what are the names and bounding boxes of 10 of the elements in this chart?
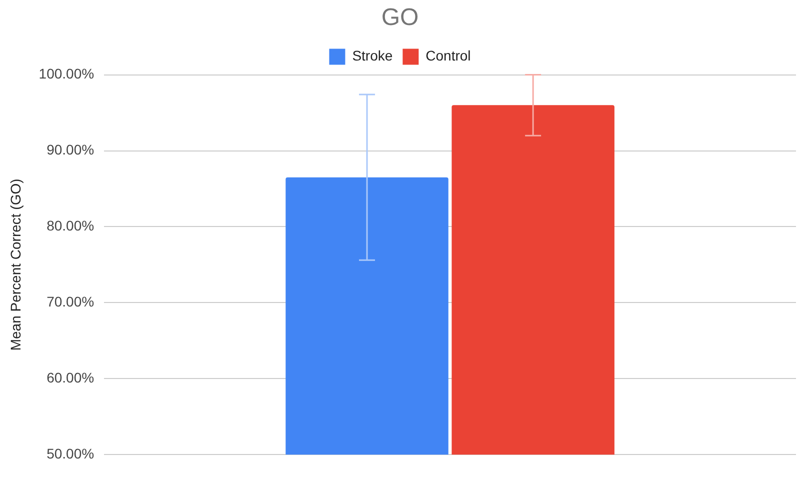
y-tick-label: 60.00% <box>46 370 94 386</box>
y-tick-label: 90.00% <box>46 142 94 158</box>
y-tick-label: 70.00% <box>46 294 94 310</box>
legend-label: Stroke <box>352 48 393 64</box>
y-tick-label: 50.00% <box>46 445 94 462</box>
y-tick-label: 80.00% <box>46 218 94 234</box>
y-axis-title: Mean Percent Correct (GO) <box>7 178 24 351</box>
legend-label: Control <box>426 48 471 64</box>
y-tick-label: 100.00% <box>38 66 94 82</box>
chart-title: GO <box>381 4 419 32</box>
